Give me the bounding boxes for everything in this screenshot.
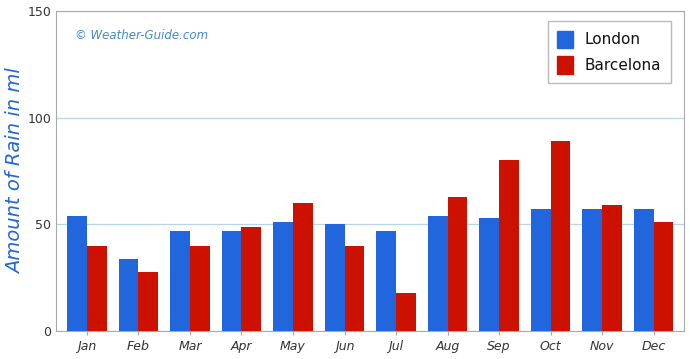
Bar bbox=[396, 293, 415, 331]
Bar bbox=[634, 210, 653, 331]
Bar bbox=[273, 222, 293, 331]
Bar bbox=[551, 141, 570, 331]
Bar bbox=[499, 160, 519, 331]
Bar bbox=[480, 218, 499, 331]
Bar bbox=[428, 216, 448, 331]
Bar bbox=[448, 197, 467, 331]
Bar bbox=[119, 259, 139, 331]
Legend: London, Barcelona: London, Barcelona bbox=[548, 22, 671, 83]
Bar bbox=[602, 205, 622, 331]
Bar bbox=[190, 246, 210, 331]
Bar bbox=[582, 210, 602, 331]
Bar bbox=[325, 224, 344, 331]
Bar bbox=[653, 222, 673, 331]
Bar bbox=[87, 246, 106, 331]
Bar bbox=[344, 246, 364, 331]
Bar bbox=[68, 216, 87, 331]
Text: © Weather-Guide.com: © Weather-Guide.com bbox=[75, 29, 208, 42]
Y-axis label: Amount of Rain in ml: Amount of Rain in ml bbox=[6, 68, 25, 274]
Bar bbox=[293, 203, 313, 331]
Bar bbox=[531, 210, 551, 331]
Bar bbox=[139, 271, 158, 331]
Bar bbox=[241, 227, 261, 331]
Bar bbox=[377, 231, 396, 331]
Bar bbox=[222, 231, 242, 331]
Bar bbox=[170, 231, 190, 331]
